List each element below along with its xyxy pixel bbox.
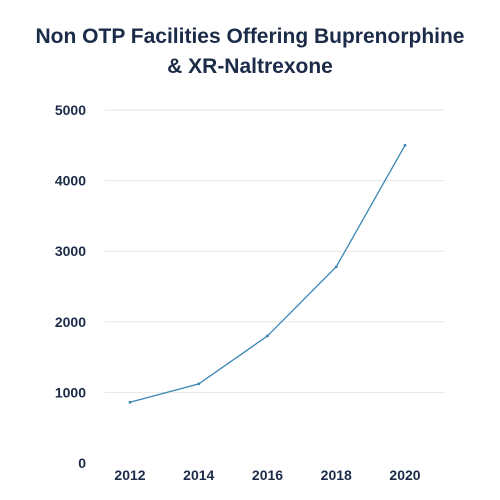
- x-tick-label: 2014: [183, 467, 214, 483]
- data-point: [403, 143, 407, 147]
- chart-title-line-2: & XR-Naltrexone: [167, 55, 333, 78]
- data-point: [266, 334, 269, 338]
- data-point: [334, 265, 338, 269]
- data-point: [128, 400, 132, 404]
- y-tick-label: 1000: [55, 384, 86, 400]
- x-tick-label: 2018: [321, 467, 352, 483]
- x-tick-label: 2020: [389, 467, 420, 483]
- chart-title-line-1: Non OTP Facilities Offering Buprenorphin…: [35, 25, 465, 48]
- series-line: [129, 144, 406, 403]
- x-tick-label: 2012: [114, 467, 145, 483]
- x-tick-label: 2016: [252, 467, 283, 483]
- y-tick-label: 0: [78, 455, 86, 471]
- y-tick-label: 3000: [55, 243, 86, 259]
- y-tick-label: 4000: [55, 173, 86, 189]
- data-point: [197, 382, 201, 386]
- chart-title: Non OTP Facilities Offering Buprenorphin…: [0, 22, 500, 82]
- y-tick-label: 2000: [55, 314, 86, 330]
- y-tick-label: 5000: [55, 102, 86, 118]
